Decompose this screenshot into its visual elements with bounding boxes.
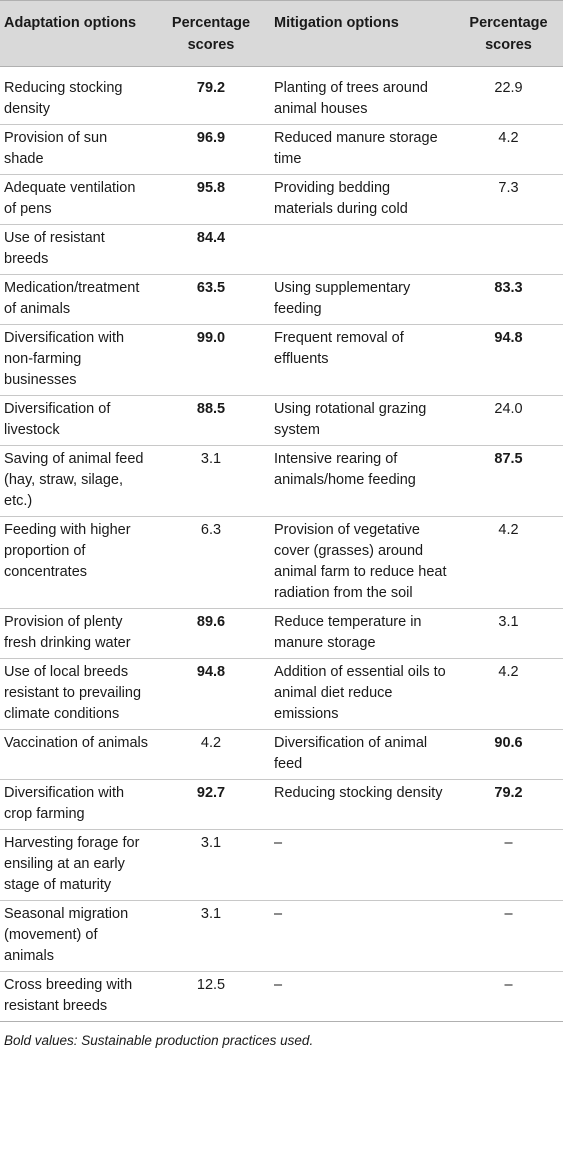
adaptation-score-cell: 89.6 bbox=[153, 608, 269, 659]
adaptation-score-cell: 3.1 bbox=[153, 829, 269, 901]
header-mitigation-score: Percentage scores bbox=[454, 0, 563, 67]
adaptation-option-cell: Diversification with non-farming busines… bbox=[0, 324, 153, 396]
adaptation-score-cell: 3.1 bbox=[153, 445, 269, 517]
mitigation-score-cell: 24.0 bbox=[454, 395, 563, 446]
adaptation-option-cell: Seasonal migration (movement) of animals bbox=[0, 900, 153, 972]
mitigation-score-cell: – bbox=[454, 971, 563, 1022]
table-row: Adequate ventilation of pens 95.8 Providin… bbox=[0, 174, 563, 225]
adaptation-score-cell: 88.5 bbox=[153, 395, 269, 446]
mitigation-option-cell: Using supplementary feeding bbox=[269, 274, 454, 325]
table-row: Medication/treatment of animals 63.5 Using… bbox=[0, 274, 563, 325]
table-row: Use of local breeds resistant to prevail… bbox=[0, 658, 563, 730]
table-header: Adaptation options Percentage scores Mit… bbox=[0, 0, 563, 67]
adaptation-option-cell: Adequate ventilation of pens bbox=[0, 174, 153, 225]
mitigation-score-cell: 4.2 bbox=[454, 516, 563, 609]
mitigation-option-cell: Reducing stocking density bbox=[269, 779, 454, 830]
adaptation-option-cell: Diversification of livestock bbox=[0, 395, 153, 446]
adaptation-score-cell: 94.8 bbox=[153, 658, 269, 730]
adaptation-score-cell: 92.7 bbox=[153, 779, 269, 830]
table-container: Adaptation options Percentage scores Mit… bbox=[0, 0, 563, 1048]
adaptation-score-cell: 84.4 bbox=[153, 224, 269, 275]
adaptation-score-cell: 99.0 bbox=[153, 324, 269, 396]
adaptation-option-cell: Cross breeding with resistant breeds bbox=[0, 971, 153, 1022]
header-adaptation-options: Adaptation options bbox=[0, 0, 153, 67]
mitigation-option-cell: Diversification of animal feed bbox=[269, 729, 454, 780]
adaptation-option-cell: Provision of plenty fresh drinking water bbox=[0, 608, 153, 659]
mitigation-score-cell: 22.9 bbox=[454, 66, 563, 125]
table-row: Feeding with higher proportion of concen… bbox=[0, 516, 563, 609]
table-row: Use of resistant breeds 84.4 bbox=[0, 224, 563, 275]
mitigation-score-cell: 7.3 bbox=[454, 174, 563, 225]
header-adaptation-score: Percentage scores bbox=[153, 0, 269, 67]
mitigation-score-cell bbox=[454, 224, 563, 275]
mitigation-option-cell: Intensive rearing of animals/home feedin… bbox=[269, 445, 454, 517]
mitigation-score-cell: – bbox=[454, 900, 563, 972]
mitigation-score-cell: – bbox=[454, 829, 563, 901]
table-row: Provision of sun shade 96.9 Reduced manure… bbox=[0, 124, 563, 175]
adaptation-score-cell: 6.3 bbox=[153, 516, 269, 609]
adaptation-score-cell: 96.9 bbox=[153, 124, 269, 175]
mitigation-score-cell: 4.2 bbox=[454, 124, 563, 175]
adaptation-score-cell: 79.2 bbox=[153, 66, 269, 125]
adaptation-score-cell: 3.1 bbox=[153, 900, 269, 972]
adaptation-option-cell: Use of resistant breeds bbox=[0, 224, 153, 275]
mitigation-option-cell: Planting of trees around animal houses bbox=[269, 66, 454, 125]
adaptation-option-cell: Vaccination of animals bbox=[0, 729, 153, 780]
table-row: Diversification of livestock 88.5 Using ro… bbox=[0, 395, 563, 446]
table-row: Saving of animal feed (hay, straw, silag… bbox=[0, 445, 563, 517]
table-row: Cross breeding with resistant breeds 12.5… bbox=[0, 971, 563, 1022]
adaptation-option-cell: Saving of animal feed (hay, straw, silag… bbox=[0, 445, 153, 517]
adaptation-option-cell: Medication/treatment of animals bbox=[0, 274, 153, 325]
mitigation-score-cell: 87.5 bbox=[454, 445, 563, 517]
mitigation-option-cell: – bbox=[269, 971, 454, 1022]
mitigation-option-cell: – bbox=[269, 900, 454, 972]
mitigation-score-cell: 4.2 bbox=[454, 658, 563, 730]
table-body: Reducing stocking density 79.2 Planting of… bbox=[0, 66, 563, 1022]
adaptation-option-cell: Diversification with crop farming bbox=[0, 779, 153, 830]
adaptation-option-cell: Use of local breeds resistant to prevail… bbox=[0, 658, 153, 730]
adaptation-option-cell: Harvesting forage for ensiling at an ear… bbox=[0, 829, 153, 901]
adaptation-score-cell: 12.5 bbox=[153, 971, 269, 1022]
adaptation-option-cell: Reducing stocking density bbox=[0, 66, 153, 125]
table-row: Diversification with crop farming 92.7 Red… bbox=[0, 779, 563, 830]
mitigation-score-cell: 83.3 bbox=[454, 274, 563, 325]
mitigation-score-cell: 79.2 bbox=[454, 779, 563, 830]
table-footnote: Bold values: Sustainable production prac… bbox=[4, 1033, 314, 1048]
table-row: Reducing stocking density 79.2 Planting of… bbox=[0, 66, 563, 125]
mitigation-option-cell: Provision of vegetative cover (grasses) … bbox=[269, 516, 454, 609]
mitigation-option-cell: Reduce temperature in manure storage bbox=[269, 608, 454, 659]
adaptation-score-cell: 95.8 bbox=[153, 174, 269, 225]
table-row: Diversification with non-farming busines… bbox=[0, 324, 563, 396]
mitigation-score-cell: 94.8 bbox=[454, 324, 563, 396]
practices-table: Adaptation options Percentage scores Mit… bbox=[0, 0, 563, 1022]
table-row: Provision of plenty fresh drinking water… bbox=[0, 608, 563, 659]
adaptation-score-cell: 4.2 bbox=[153, 729, 269, 780]
mitigation-option-cell: Providing bedding materials during cold bbox=[269, 174, 454, 225]
mitigation-option-cell: Addition of essential oils to animal die… bbox=[269, 658, 454, 730]
mitigation-option-cell: – bbox=[269, 829, 454, 901]
adaptation-option-cell: Feeding with higher proportion of concen… bbox=[0, 516, 153, 609]
mitigation-option-cell: Using rotational grazing system bbox=[269, 395, 454, 446]
adaptation-score-cell: 63.5 bbox=[153, 274, 269, 325]
table-row: Harvesting forage for ensiling at an ear… bbox=[0, 829, 563, 901]
mitigation-option-cell: Reduced manure storage time bbox=[269, 124, 454, 175]
mitigation-score-cell: 3.1 bbox=[454, 608, 563, 659]
mitigation-score-cell: 90.6 bbox=[454, 729, 563, 780]
mitigation-option-cell: Frequent removal of effluents bbox=[269, 324, 454, 396]
header-mitigation-options: Mitigation options bbox=[269, 0, 454, 67]
table-row: Vaccination of animals 4.2 Diversification… bbox=[0, 729, 563, 780]
mitigation-option-cell bbox=[269, 224, 454, 275]
table-row: Seasonal migration (movement) of animals… bbox=[0, 900, 563, 972]
header-row: Adaptation options Percentage scores Mit… bbox=[0, 0, 563, 67]
adaptation-option-cell: Provision of sun shade bbox=[0, 124, 153, 175]
